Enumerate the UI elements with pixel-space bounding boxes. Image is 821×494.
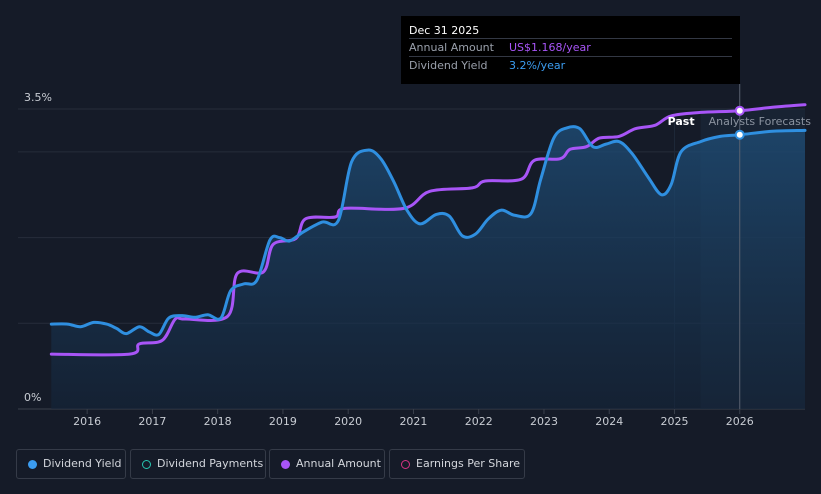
tooltip-row-annual-amount: Annual Amount US$1.168/year — [409, 41, 591, 56]
tooltip-row-dividend-yield: Dividend Yield 3.2%/year — [409, 59, 565, 74]
legend-item-annual-amount[interactable]: Annual Amount — [269, 449, 385, 479]
x-tick-label: 2020 — [334, 415, 362, 428]
x-tick-label: 2016 — [73, 415, 101, 428]
dividend-yield-line — [49, 125, 807, 337]
tooltip-markers — [734, 105, 745, 140]
forecast-label: Analysts Forecasts — [709, 115, 812, 128]
x-tick-label: 2026 — [726, 415, 754, 428]
annual-amount-dot-icon — [281, 460, 290, 469]
legend-item-earnings-per-share[interactable]: Earnings Per Share — [389, 449, 525, 479]
tooltip-date: Dec 31 2025 — [409, 24, 480, 37]
tooltip-value: US$1.168/year — [509, 41, 591, 54]
dividend-yield-dot-icon — [28, 460, 37, 469]
x-tick-label: 2023 — [530, 415, 558, 428]
legend-label: Earnings Per Share — [416, 457, 521, 470]
dividend-yield-area — [51, 126, 806, 410]
y-tick-label: 3.5% — [24, 91, 52, 104]
earnings-per-share-dot-icon — [401, 460, 410, 469]
x-tick-label: 2021 — [399, 415, 427, 428]
past-label: Past — [668, 115, 695, 128]
legend-label: Dividend Payments — [157, 457, 264, 470]
marker-annual-amount — [734, 105, 745, 116]
annual-amount-line — [49, 103, 807, 357]
legend-label: Annual Amount — [296, 457, 381, 470]
tooltip-label: Dividend Yield — [409, 59, 488, 72]
x-tick-label: 2022 — [465, 415, 493, 428]
y-tick-label: 0% — [24, 391, 41, 404]
tooltip-label: Annual Amount — [409, 41, 494, 54]
dividend-payments-dot-icon — [142, 460, 151, 469]
tooltip: Dec 31 2025 Annual Amount US$1.168/year … — [401, 16, 740, 84]
x-tick-label: 2019 — [269, 415, 297, 428]
marker-dividend-yield — [734, 129, 745, 140]
legend-label: Dividend Yield — [43, 457, 122, 470]
y-axis: 3.5% 0% — [24, 91, 52, 404]
x-tick-label: 2025 — [660, 415, 688, 428]
tooltip-value: 3.2%/year — [509, 59, 566, 72]
legend-item-dividend-payments[interactable]: Dividend Payments — [130, 449, 266, 479]
legend-item-dividend-yield[interactable]: Dividend Yield — [16, 449, 126, 479]
x-axis: 2016 2017 2018 2019 2020 2021 2022 2023 2024 2025… — [73, 409, 754, 428]
x-tick-label: 2018 — [204, 415, 232, 428]
x-tick-label: 2024 — [595, 415, 623, 428]
x-tick-label: 2017 — [138, 415, 166, 428]
